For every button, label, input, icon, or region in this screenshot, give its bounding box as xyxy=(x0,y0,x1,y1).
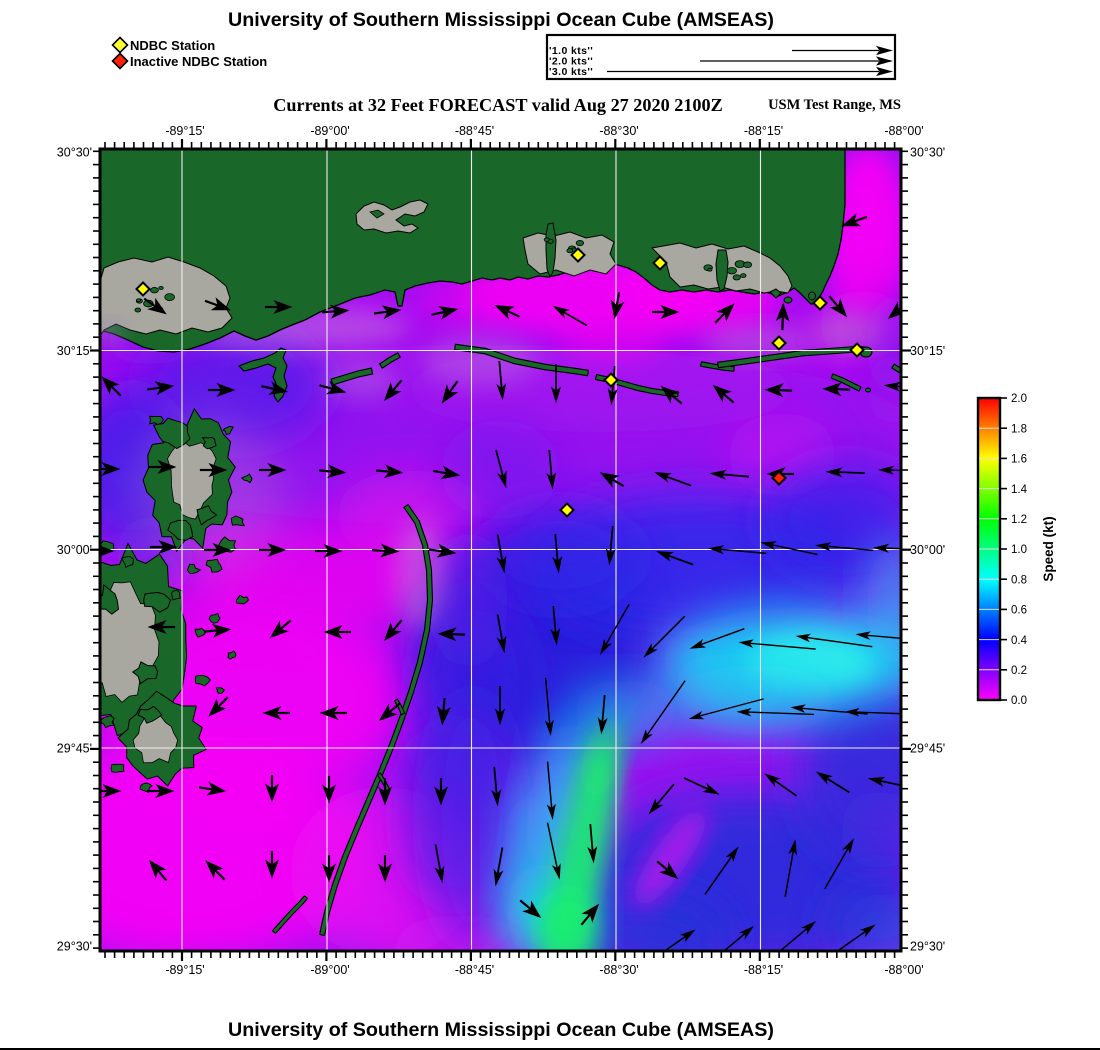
svg-text:-89°00': -89°00' xyxy=(310,963,349,977)
svg-text:-89°00': -89°00' xyxy=(310,124,349,138)
svg-text:-88°30': -88°30' xyxy=(599,963,638,977)
svg-text:30°00': 30°00' xyxy=(57,543,92,557)
svg-text:29°30': 29°30' xyxy=(57,940,92,954)
svg-text:30°30': 30°30' xyxy=(57,146,92,160)
svg-text:30°30': 30°30' xyxy=(910,146,945,160)
svg-text:1.8: 1.8 xyxy=(1011,423,1027,435)
svg-text:0.2: 0.2 xyxy=(1011,665,1027,677)
svg-text:30°00': 30°00' xyxy=(910,543,945,557)
svg-text:0.0: 0.0 xyxy=(1011,695,1027,707)
svg-text:University of Southern Mississ: University of Southern Mississippi Ocean… xyxy=(228,1019,774,1041)
svg-text:1.2: 1.2 xyxy=(1011,514,1027,526)
svg-text:0.6: 0.6 xyxy=(1011,605,1027,617)
svg-text:29°45': 29°45' xyxy=(910,742,945,756)
svg-text:1.4: 1.4 xyxy=(1011,484,1028,496)
svg-text:2.0: 2.0 xyxy=(1011,393,1027,405)
svg-text:-88°15': -88°15' xyxy=(744,963,783,977)
svg-text:Currents at 32 Feet FORECAST v: Currents at 32 Feet FORECAST valid Aug 2… xyxy=(273,95,722,115)
svg-text:0.4: 0.4 xyxy=(1011,635,1028,647)
svg-text:University of Southern Mississ: University of Southern Mississippi Ocean… xyxy=(228,9,774,31)
svg-text:'1.0 kts'': '1.0 kts'' xyxy=(549,45,593,57)
svg-text:'3.0 kts'': '3.0 kts'' xyxy=(549,66,593,78)
svg-text:30°15': 30°15' xyxy=(910,344,945,358)
svg-text:29°30': 29°30' xyxy=(910,940,945,954)
svg-text:Inactive NDBC Station: Inactive NDBC Station xyxy=(130,54,267,69)
svg-text:-88°15': -88°15' xyxy=(744,124,783,138)
svg-text:0.8: 0.8 xyxy=(1011,574,1027,586)
svg-text:29°45': 29°45' xyxy=(57,742,92,756)
svg-text:1.0: 1.0 xyxy=(1011,544,1027,556)
svg-text:30°15': 30°15' xyxy=(57,344,92,358)
svg-text:NDBC Station: NDBC Station xyxy=(130,38,215,53)
svg-text:-88°00': -88°00' xyxy=(884,124,923,138)
svg-text:-89°15': -89°15' xyxy=(165,963,204,977)
svg-text:-89°15': -89°15' xyxy=(165,124,204,138)
svg-text:USM Test Range, MS: USM Test Range, MS xyxy=(768,97,901,113)
svg-text:Speed (kt): Speed (kt) xyxy=(1041,516,1056,581)
svg-text:-88°45': -88°45' xyxy=(455,124,494,138)
svg-text:-88°30': -88°30' xyxy=(599,124,638,138)
svg-text:1.6: 1.6 xyxy=(1011,454,1027,466)
svg-text:'2.0 kts'': '2.0 kts'' xyxy=(549,55,593,67)
svg-text:-88°00': -88°00' xyxy=(884,963,923,977)
svg-text:-88°45': -88°45' xyxy=(455,963,494,977)
